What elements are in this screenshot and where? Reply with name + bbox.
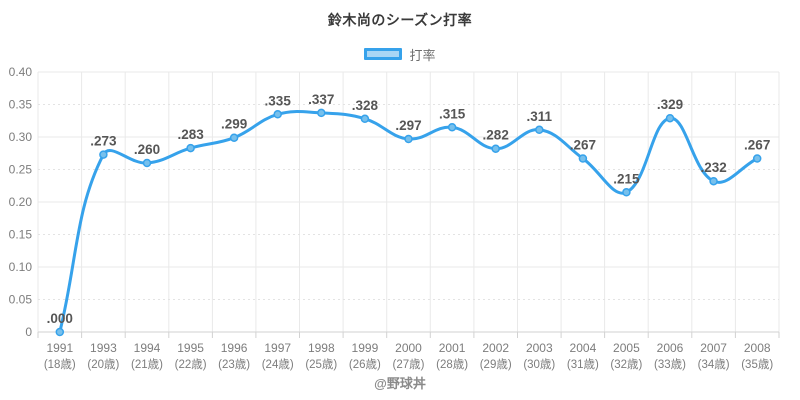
y-axis-label: 0.25 [9,163,33,177]
data-point[interactable] [404,134,413,144]
data-point[interactable] [491,144,500,153]
data-point[interactable] [229,133,239,142]
x-axis-label-age: (24歳) [262,358,294,371]
data-point[interactable] [186,143,195,153]
data-point[interactable] [55,327,65,337]
y-axis-label: 0.40 [9,65,33,79]
data-point-label: .299 [221,117,247,132]
data-point-label: .337 [308,92,334,107]
x-axis-label-year: 1998 [308,341,335,355]
x-axis-label-age: (27歳) [393,358,425,371]
x-axis-label-year: 2004 [570,341,597,355]
x-axis-label-year: 2003 [526,341,553,355]
legend-swatch-icon [364,48,403,60]
data-point[interactable] [317,108,326,118]
x-axis-label-age: (26歳) [349,358,381,371]
chart-title: 鈴木尚のシーズン打率 [327,12,473,28]
x-axis-label-year: 1993 [90,341,117,355]
data-point[interactable] [360,114,370,124]
legend-item[interactable]: 打率 [0,45,800,63]
x-axis-label-year: 1996 [221,341,248,355]
data-point[interactable] [622,188,631,197]
x-axis-label-age: (32歳) [610,358,642,371]
data-point-label: .260 [134,142,160,157]
y-axis-label: 0.35 [9,98,33,112]
x-axis-label-year: 2000 [395,341,422,355]
x-axis-label-age: (20歳) [87,358,119,371]
data-point-label: .297 [395,118,421,133]
data-point-label: .311 [527,109,553,124]
y-axis-label: 0 [25,325,32,339]
x-axis-label-year: 1999 [352,341,379,355]
data-point-label: .267 [744,138,770,153]
x-axis-label-year: 2002 [482,341,509,355]
x-axis-label-year: 2007 [700,341,727,355]
y-axis-label: 0.05 [9,293,33,307]
data-point-label: .283 [177,127,204,142]
y-axis-label: 0.10 [9,260,33,274]
data-point-label: .335 [265,93,292,108]
data-point[interactable] [142,158,152,168]
x-axis-label-year: 1997 [264,341,291,355]
x-axis-label-year: 1991 [46,341,73,355]
data-point-label: .267 [570,138,596,153]
data-point[interactable] [665,113,675,123]
y-axis-label: 0.20 [9,195,33,209]
x-axis-label-age: (25歳) [305,358,337,371]
data-point[interactable] [99,150,108,159]
x-axis-label-age: (33歳) [654,358,686,371]
legend-label: 打率 [409,47,436,63]
x-axis-label-year: 1994 [134,341,161,355]
data-point[interactable] [273,110,282,119]
x-axis-label-year: 1995 [177,341,204,355]
data-point[interactable] [447,123,457,132]
x-axis-label-year: 2006 [657,341,684,355]
series-line [58,110,759,334]
x-axis-label-age: (29歳) [480,358,512,371]
data-point-label: .000 [47,311,73,326]
data-point-label: .273 [90,134,117,149]
x-axis-label-age: (21歳) [131,358,163,371]
data-point[interactable] [709,176,718,186]
x-axis-label-year: 2001 [439,341,466,355]
data-point[interactable] [578,154,588,163]
data-point[interactable] [535,125,544,135]
y-axis-label: 0.30 [9,130,33,144]
data-point-label: .315 [439,106,466,121]
x-axis-label-age: (30歳) [523,358,555,371]
x-axis-label-age: (22歳) [175,358,207,371]
data-point[interactable] [752,154,762,163]
data-point-label: .328 [352,98,379,113]
x-axis-label-year: 2008 [744,341,771,355]
footer-credit: @野球丼 [374,376,426,391]
x-axis-label-year: 2005 [613,341,640,355]
data-point-label: .282 [483,128,509,143]
x-axis-label-age: (23歳) [218,358,250,371]
x-axis-label-age: (31歳) [567,358,599,371]
x-axis-label-age: (35歳) [741,358,773,371]
x-axis-label-age: (34歳) [698,358,730,371]
data-point-label: .329 [657,97,683,112]
x-axis-label-age: (18歳) [44,358,76,371]
data-point-label: .232 [700,160,726,175]
x-axis-label-age: (28歳) [436,358,468,371]
data-point-label: .215 [613,171,640,186]
y-axis-label: 0.15 [9,228,33,242]
